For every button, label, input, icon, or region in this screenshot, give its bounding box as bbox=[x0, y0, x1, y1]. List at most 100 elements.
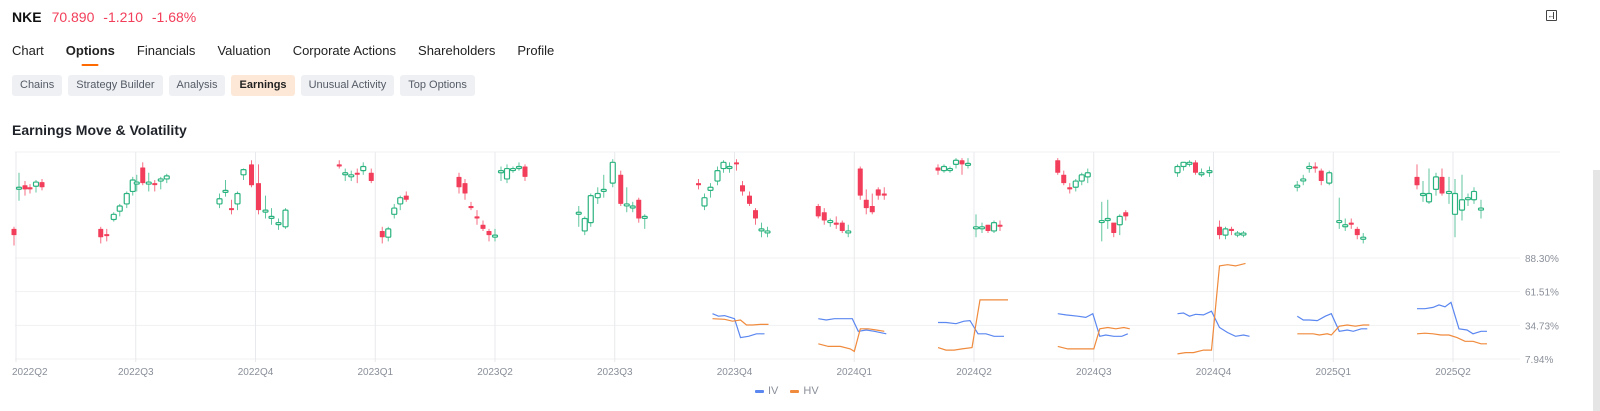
candle bbox=[368, 168, 374, 184]
candle bbox=[1439, 168, 1445, 196]
candle bbox=[497, 166, 505, 182]
candle bbox=[397, 195, 404, 211]
svg-text:2025Q1: 2025Q1 bbox=[1315, 367, 1351, 378]
candle bbox=[98, 226, 104, 244]
hv-line bbox=[937, 299, 1008, 351]
candle bbox=[39, 178, 45, 191]
candle bbox=[262, 195, 269, 219]
candle bbox=[216, 193, 223, 209]
subtab-earnings[interactable]: Earnings bbox=[231, 75, 295, 96]
candle bbox=[360, 162, 367, 175]
subtab-chains[interactable]: Chains bbox=[12, 75, 63, 96]
legend-hv[interactable]: HV bbox=[790, 385, 819, 397]
candle bbox=[474, 210, 480, 225]
candle bbox=[1312, 162, 1318, 173]
candle bbox=[342, 168, 349, 182]
candle bbox=[747, 191, 752, 206]
candle bbox=[609, 159, 616, 188]
vertical-scrollbar[interactable] bbox=[1593, 170, 1600, 411]
candle bbox=[123, 191, 130, 209]
candle bbox=[1458, 174, 1466, 221]
candle bbox=[129, 176, 136, 196]
candle bbox=[707, 183, 714, 198]
subtab-strategy-builder[interactable]: Strategy Builder bbox=[68, 75, 163, 96]
candle bbox=[696, 178, 701, 190]
quote-values: 70.890 -1.210 -1.68% bbox=[52, 9, 202, 25]
candle bbox=[1414, 164, 1420, 190]
candle bbox=[1180, 161, 1187, 171]
tab-valuation[interactable]: Valuation bbox=[217, 43, 271, 58]
candle bbox=[720, 160, 727, 173]
candle bbox=[515, 162, 523, 171]
candle bbox=[701, 193, 708, 211]
candle bbox=[1084, 168, 1091, 184]
subtab-analysis[interactable]: Analysis bbox=[168, 75, 226, 96]
candle bbox=[229, 199, 234, 215]
candle bbox=[946, 166, 954, 173]
candle bbox=[636, 197, 642, 223]
candle bbox=[600, 174, 607, 198]
candle bbox=[1222, 226, 1229, 240]
candle bbox=[978, 222, 986, 234]
last-price: 70.890 bbox=[51, 9, 95, 25]
candle bbox=[952, 158, 960, 169]
svg-text:2023Q1: 2023Q1 bbox=[357, 367, 393, 378]
candle bbox=[336, 160, 342, 169]
candle bbox=[163, 173, 170, 184]
candle bbox=[833, 216, 839, 229]
legend-hv-label: HV bbox=[803, 385, 819, 397]
candle bbox=[348, 170, 355, 182]
main-tabs: Chart Options Financials Valuation Corpo… bbox=[12, 43, 576, 66]
candle bbox=[1193, 160, 1198, 175]
tab-corporate-actions[interactable]: Corporate Actions bbox=[292, 43, 397, 58]
candle bbox=[1174, 164, 1181, 177]
candle bbox=[641, 214, 648, 229]
candle bbox=[116, 203, 123, 217]
legend-iv-label: IV bbox=[768, 385, 779, 397]
candle bbox=[1477, 199, 1485, 219]
candle bbox=[1111, 222, 1117, 238]
candle bbox=[726, 162, 733, 173]
tab-shareholders[interactable]: Shareholders bbox=[418, 43, 496, 58]
svg-text:2024Q2: 2024Q2 bbox=[956, 367, 992, 378]
candle bbox=[222, 180, 229, 197]
candle bbox=[1354, 226, 1360, 240]
tab-financials[interactable]: Financials bbox=[136, 43, 196, 58]
candle bbox=[1445, 176, 1453, 204]
candle bbox=[740, 181, 745, 196]
tab-chart[interactable]: Chart bbox=[12, 43, 44, 58]
section-title: Earnings Move & Volatility bbox=[12, 122, 187, 138]
hv-line bbox=[1416, 332, 1487, 345]
candle bbox=[990, 220, 998, 234]
earnings-volatility-chart[interactable]: 88.30% 61.51% 34.73% 7.94% 2022Q2 2022Q3 2022Q… bbox=[0, 145, 1600, 385]
candle bbox=[594, 187, 601, 204]
candle bbox=[714, 166, 721, 186]
tab-options[interactable]: Options bbox=[66, 43, 115, 66]
candle bbox=[1470, 187, 1478, 204]
panel-collapse-icon[interactable]: ← bbox=[1546, 10, 1557, 21]
subtab-top-options[interactable]: Top Options bbox=[400, 75, 475, 96]
candle bbox=[764, 226, 771, 238]
candle bbox=[1234, 230, 1241, 238]
subtab-unusual-activity[interactable]: Unusual Activity bbox=[300, 75, 395, 96]
candle bbox=[1067, 183, 1073, 194]
candle bbox=[1198, 168, 1205, 177]
candle bbox=[587, 193, 594, 227]
candle bbox=[462, 178, 468, 200]
svg-text:2023Q3: 2023Q3 bbox=[597, 367, 633, 378]
candle bbox=[1116, 214, 1123, 236]
svg-text:2022Q4: 2022Q4 bbox=[238, 367, 274, 378]
iv-line bbox=[1177, 310, 1250, 337]
candle bbox=[379, 226, 385, 244]
candle bbox=[15, 172, 23, 201]
svg-text:2023Q2: 2023Q2 bbox=[477, 367, 513, 378]
legend-iv[interactable]: IV bbox=[755, 385, 778, 397]
candle bbox=[1078, 172, 1085, 186]
candle bbox=[1217, 220, 1222, 240]
candle bbox=[1306, 162, 1313, 173]
svg-text:34.73%: 34.73% bbox=[1525, 321, 1559, 332]
candle bbox=[1425, 168, 1433, 204]
hv-line bbox=[712, 318, 769, 326]
tab-profile[interactable]: Profile bbox=[517, 43, 555, 58]
candle bbox=[140, 162, 146, 186]
